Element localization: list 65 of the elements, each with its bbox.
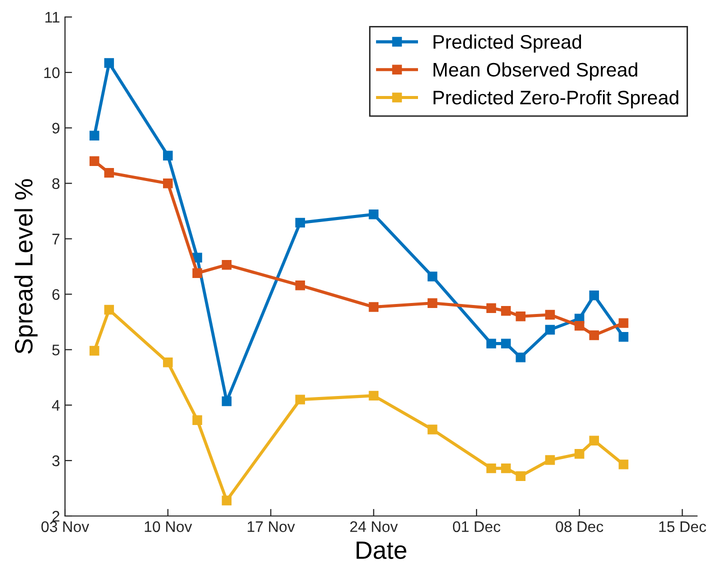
y-tick-label: 2 bbox=[52, 510, 60, 522]
point bbox=[368, 210, 379, 220]
point bbox=[516, 352, 526, 362]
x-tick-label: 10 Nov bbox=[144, 521, 192, 532]
x-tick-label: 15 Dec bbox=[659, 521, 706, 532]
point bbox=[501, 338, 511, 348]
y-tick-label: 10 bbox=[44, 67, 60, 78]
point bbox=[589, 436, 599, 446]
x-tick-label: 01 Dec bbox=[452, 521, 500, 532]
point bbox=[574, 449, 584, 459]
legend-label: Predicted Spread bbox=[434, 34, 582, 53]
point bbox=[295, 218, 306, 228]
point bbox=[222, 260, 232, 270]
point bbox=[104, 304, 114, 315]
point bbox=[90, 156, 100, 166]
point bbox=[486, 338, 496, 348]
point bbox=[192, 415, 202, 425]
point bbox=[589, 330, 599, 340]
point bbox=[163, 150, 173, 160]
point bbox=[589, 290, 599, 300]
point bbox=[501, 306, 511, 316]
x-tick-label: 24 Nov bbox=[350, 521, 398, 532]
point bbox=[516, 312, 526, 322]
point bbox=[222, 496, 232, 506]
point bbox=[90, 346, 100, 356]
point bbox=[486, 463, 496, 474]
point bbox=[295, 280, 306, 290]
point bbox=[574, 320, 584, 331]
point bbox=[545, 324, 555, 335]
point bbox=[516, 471, 526, 481]
y-tick-label: 3 bbox=[52, 455, 60, 466]
point bbox=[368, 390, 379, 401]
point bbox=[428, 272, 438, 282]
y-axis-title: Spread Level % bbox=[14, 179, 38, 354]
point bbox=[501, 463, 511, 474]
point bbox=[295, 394, 306, 404]
x-axis-title: Date bbox=[356, 542, 406, 560]
point bbox=[368, 302, 379, 312]
legend-label: Mean Observed Spread bbox=[434, 62, 638, 80]
point bbox=[163, 358, 173, 368]
point bbox=[192, 268, 202, 278]
y-tick-label: 4 bbox=[52, 400, 60, 411]
x-tick-label: 08 Dec bbox=[556, 521, 604, 532]
point bbox=[545, 310, 555, 320]
legend-label: Predicted Zero-Profit Spread bbox=[434, 90, 678, 108]
x-tick-label: 03 Nov bbox=[41, 521, 90, 532]
x-tick-label: 17 Nov bbox=[248, 521, 295, 532]
point bbox=[486, 303, 496, 313]
y-tick-label: 6 bbox=[52, 289, 60, 300]
point bbox=[545, 455, 555, 465]
point bbox=[428, 298, 438, 308]
y-tick-label: 5 bbox=[52, 344, 60, 356]
point bbox=[618, 460, 628, 470]
point bbox=[222, 396, 232, 406]
point bbox=[90, 130, 100, 141]
y-tick-label: 7 bbox=[52, 234, 60, 244]
point bbox=[428, 424, 438, 434]
point bbox=[104, 168, 114, 178]
y-tick-label: 9 bbox=[52, 122, 60, 134]
y-tick-label: 8 bbox=[52, 178, 60, 190]
point bbox=[618, 318, 628, 328]
y-tick-label: 11 bbox=[45, 12, 60, 23]
point bbox=[104, 58, 114, 68]
point bbox=[163, 178, 173, 188]
point bbox=[618, 332, 628, 342]
